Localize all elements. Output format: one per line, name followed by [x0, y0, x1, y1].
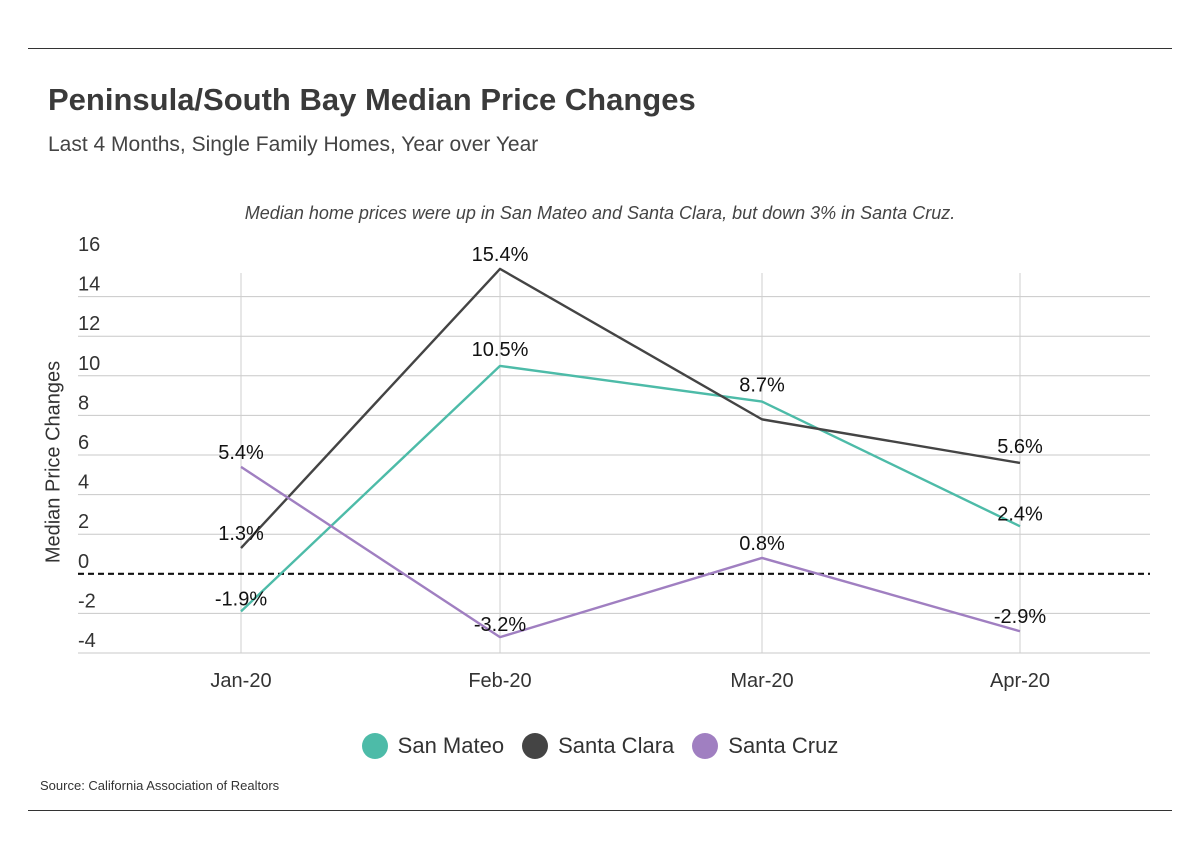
- data-label: 10.5%: [472, 339, 529, 361]
- legend-label: Santa Clara: [558, 733, 675, 758]
- y-tick-labels: 16 14 12 10 8 6 4 2 0 -2 -4: [78, 234, 100, 652]
- data-label: -1.9%: [215, 588, 267, 610]
- y-tick-label: 16: [78, 234, 100, 256]
- data-label: -2.9%: [994, 606, 1046, 628]
- legend-label: San Mateo: [397, 733, 505, 758]
- data-label: 8.7%: [739, 375, 785, 397]
- legend: San Mateo Santa Clara Santa Cruz: [0, 733, 1200, 759]
- series-line-santa-clara: [240, 267, 1021, 549]
- y-tick-label: 12: [78, 313, 100, 335]
- data-label: 0.8%: [739, 533, 785, 555]
- y-tick-label: 8: [78, 392, 89, 414]
- legend-item: Santa Clara: [522, 733, 674, 759]
- y-tick-label: 0: [78, 551, 89, 573]
- chart-annotation: Median home prices were up in San Mateo …: [244, 203, 956, 223]
- data-label: 5.4%: [218, 442, 264, 464]
- y-tick-label: 6: [78, 432, 89, 454]
- y-tick-label: 14: [78, 274, 100, 296]
- data-label: -3.2%: [474, 614, 526, 636]
- y-tick-label: 2: [78, 511, 89, 533]
- data-labels: -1.9% 10.5% 8.7% 2.4% 1.3% 15.4% 5.6% 5.4% -3.2%…: [215, 244, 1046, 636]
- y-tick-label: -4: [78, 630, 96, 652]
- data-label: 2.4%: [997, 503, 1043, 525]
- x-tick-label: Mar-20: [730, 670, 793, 692]
- y-tick-label: -2: [78, 590, 96, 612]
- legend-swatch: [361, 733, 388, 759]
- y-tick-label: 4: [78, 472, 89, 494]
- data-label: 1.3%: [218, 523, 264, 545]
- source-note: Source: California Association of Realto…: [40, 778, 280, 793]
- data-label: 5.6%: [997, 436, 1043, 458]
- series-lines: [240, 267, 1021, 639]
- x-tick-label: Feb-20: [468, 670, 531, 692]
- x-tick-labels: Jan-20 Feb-20 Mar-20 Apr-20: [210, 670, 1050, 692]
- grid: [78, 273, 1150, 654]
- series-line-san-mateo: [240, 364, 1021, 613]
- top-rule: [28, 48, 1172, 49]
- legend-item: San Mateo: [361, 733, 505, 759]
- data-label: 15.4%: [472, 244, 529, 266]
- bottom-rule: [28, 810, 1172, 811]
- x-tick-label: Jan-20: [210, 670, 271, 692]
- chart-subtitle: Last 4 Months, Single Family Homes, Year…: [48, 133, 539, 156]
- legend-swatch: [522, 733, 549, 759]
- chart-title: Peninsula/South Bay Median Price Changes: [48, 82, 696, 117]
- y-tick-label: 10: [78, 353, 100, 375]
- legend-swatch: [692, 733, 719, 759]
- legend-item: Santa Cruz: [692, 733, 838, 759]
- series-line-santa-cruz: [240, 465, 1021, 639]
- legend-label: Santa Cruz: [728, 733, 839, 758]
- x-tick-label: Apr-20: [990, 670, 1050, 692]
